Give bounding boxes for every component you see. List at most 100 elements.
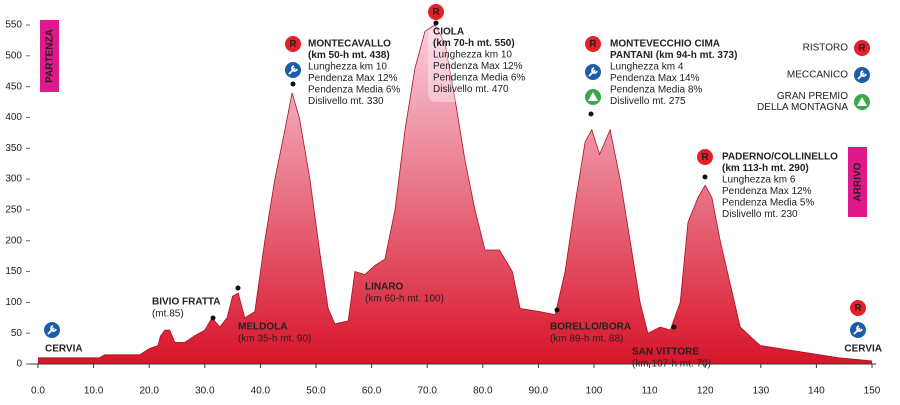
x-tick-label: 70.0 [417, 386, 437, 397]
y-tick-label: 400 [5, 112, 22, 123]
annotation-line: Lunghezza km 6 [722, 175, 796, 186]
x-tick-label: 40.0 [251, 386, 271, 397]
annotation-line: Pendenza Media 8% [610, 85, 702, 96]
annotation-title: (km 113-h mt. 290) [722, 163, 809, 174]
annotation-line: Pendenza Max 12% [433, 61, 523, 72]
x-tick-label: 100 [586, 386, 603, 397]
legend-label: GRAN PREMIO [777, 91, 848, 102]
icon-letter: R [432, 7, 440, 18]
annotation-line: Lunghezza km 10 [308, 62, 387, 73]
icon-wrench [588, 67, 598, 77]
icon-letter: R [289, 39, 297, 50]
y-tick-label: 550 [5, 20, 22, 31]
icon-wrench [47, 325, 57, 335]
x-tick-label: 0.0 [31, 386, 45, 397]
place-label: (km 35-h mt. 90) [238, 334, 311, 345]
x-tick-label: 90.0 [529, 386, 549, 397]
place-dot [235, 285, 241, 291]
place-label: CERVIA [844, 344, 882, 355]
x-tick-label: 140 [808, 386, 825, 397]
x-tick-label: 110 [642, 386, 658, 397]
legend-label: DELLA MONTAGNA [757, 102, 848, 113]
y-tick-label: 250 [5, 205, 22, 216]
icon-r [428, 4, 444, 20]
icon-letter: R [589, 39, 597, 50]
icon-r [854, 40, 870, 56]
place-label: BORELLO/BORA [550, 322, 631, 333]
peak-dot [290, 81, 296, 87]
y-tick-label: 450 [5, 81, 22, 92]
finish-banner [848, 147, 867, 217]
annotation-line: Pendenza Media 5% [722, 198, 814, 209]
annotation-line: Pendenza Media 6% [308, 85, 400, 96]
annotation-line: Lunghezza km 4 [610, 62, 684, 73]
annotation-line: Dislivello mt. 470 [433, 84, 509, 95]
annotation-title: MONTEVECCHIO CIMA [610, 39, 720, 50]
place-dot [554, 307, 560, 313]
icon-wrench [853, 325, 863, 335]
annotation-line: Dislivello mt. 275 [610, 96, 686, 107]
icon-mountain [857, 97, 867, 106]
profile-line [38, 24, 873, 362]
annotation-line: Pendenza Media 6% [433, 73, 525, 84]
icon-r [285, 36, 301, 52]
x-tick-label: 30.0 [195, 386, 215, 397]
annotation-line: Pendenza Max 12% [308, 73, 398, 84]
place-label: SAN VITTORE [632, 347, 699, 358]
peak-dot [588, 111, 594, 117]
annotation-title: MONTECAVALLO [308, 39, 391, 50]
x-tick-label: 20.0 [139, 386, 159, 397]
icon-r [585, 36, 601, 52]
peak-dot [702, 174, 708, 180]
place-label: MELDOLA [238, 322, 287, 333]
annotation-line: Dislivello mt. 330 [308, 96, 384, 107]
annotation-line: Pendenza Max 14% [610, 73, 700, 84]
place-label: (km 107-h mt. 70) [632, 359, 711, 370]
start-banner [40, 20, 59, 92]
highlight [428, 26, 470, 102]
icon-r [697, 149, 713, 165]
y-tick-label: 150 [5, 266, 22, 277]
x-tick-label: 130 [752, 386, 769, 397]
place-label: (mt.85) [152, 309, 184, 320]
y-tick-label: 200 [5, 235, 22, 246]
place-label: CERVIA [45, 344, 83, 355]
x-tick-label: 60.0 [362, 386, 382, 397]
annotation-line: Lunghezza km 10 [433, 50, 512, 61]
finish-label: ARRIVO [853, 162, 864, 201]
place-label: (km 60-h mt. 100) [365, 294, 444, 305]
annotation-title: PANTANI (km 94-h mt. 373) [610, 50, 737, 61]
place-label: BIVIO FRATTA [152, 297, 221, 308]
icon-wrench [288, 65, 298, 75]
x-tick-label: 120 [697, 386, 714, 397]
x-tick-label: 50.0 [306, 386, 326, 397]
y-tick-label: 300 [5, 174, 22, 185]
icon-wrench [857, 70, 867, 80]
legend-label: MECCANICO [787, 70, 848, 81]
annotation-title: CIOLA [433, 27, 464, 38]
y-tick-label: 0 [16, 359, 22, 370]
annotation-line: Pendenza Max 12% [722, 186, 812, 197]
y-tick-label: 350 [5, 143, 22, 154]
profile-area [38, 25, 872, 364]
peak-dot [433, 20, 439, 26]
icon-letter: R [701, 152, 709, 163]
x-tick-label: 10.0 [84, 386, 104, 397]
annotation-line: Dislivello mt. 230 [722, 209, 798, 220]
legend-label: RISTORO [803, 43, 849, 54]
annotation-title: PADERNO/COLLINELLO [722, 152, 838, 163]
annotation-title: (km 70-h mt. 550) [433, 38, 515, 49]
y-tick-label: 100 [5, 297, 22, 308]
icon-letter: R [854, 303, 862, 314]
icon-mountain [588, 92, 598, 101]
start-label: PARTENZA [45, 29, 56, 83]
place-dot [210, 315, 216, 321]
y-tick-label: 50 [11, 328, 23, 339]
place-label: LINARO [365, 282, 404, 293]
place-dot [671, 324, 677, 330]
icon-r [850, 300, 866, 316]
place-label: (km 89-h mt. 88) [550, 334, 623, 345]
x-tick-label: 80.0 [473, 386, 493, 397]
y-tick-label: 500 [5, 50, 22, 61]
